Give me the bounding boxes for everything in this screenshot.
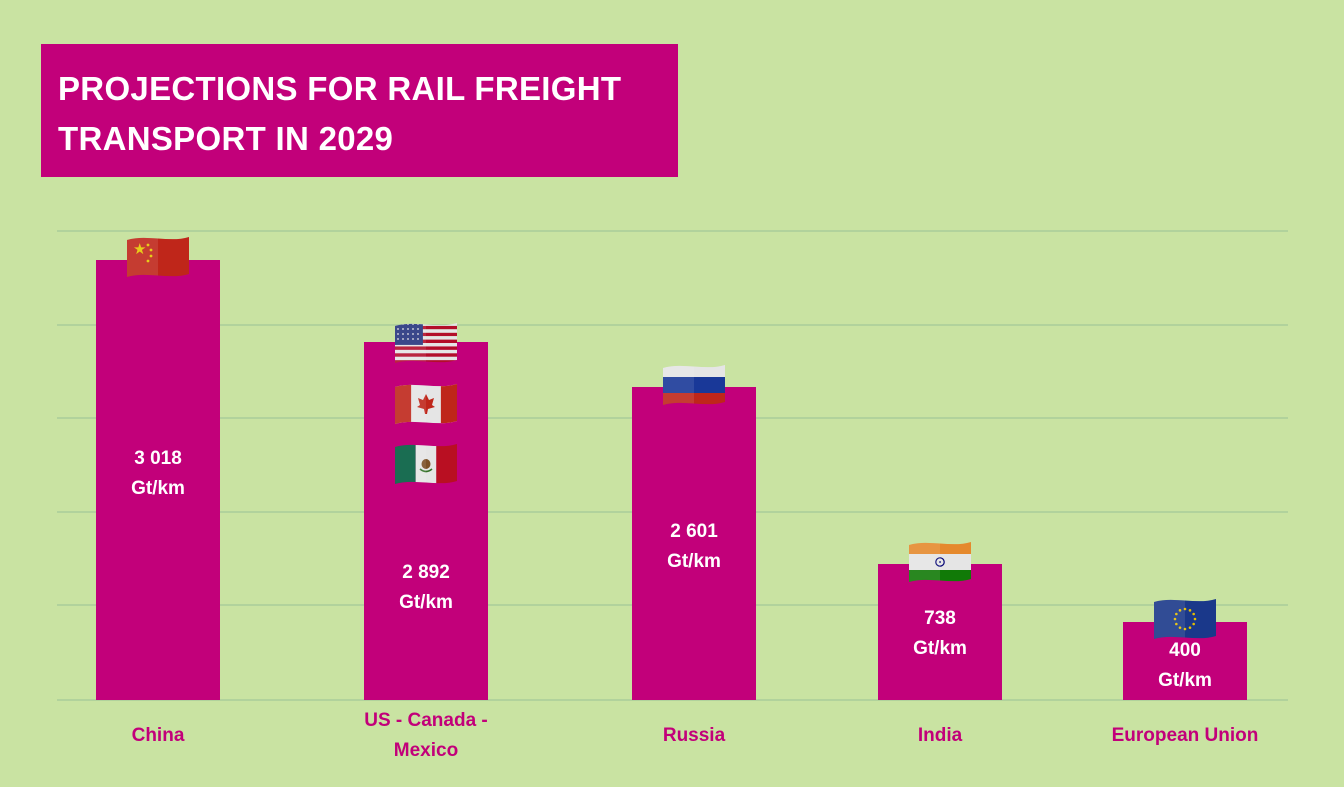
x-tick-label: India [918,725,963,746]
mexico-flag-icon [395,444,457,484]
russia-flag-icon [663,365,725,405]
x-tick-label: European Union [1112,725,1259,746]
chart-title-line-1: PROJECTIONS FOR RAIL FREIGHT [58,70,622,107]
data-label-value: 3 018 [134,448,182,469]
data-label-unit: Gt/km [399,592,453,613]
x-tick-label: Russia [663,725,726,746]
chart-title-line-2: TRANSPORT IN 2029 [58,120,394,157]
data-label-unit: Gt/km [667,551,721,572]
title-box: PROJECTIONS FOR RAIL FREIGHT TRANSPORT I… [41,44,678,177]
x-tick-label: Mexico [394,740,458,761]
usa-flag-icon [395,323,457,363]
svg-text:★: ★ [133,240,146,258]
china-flag-icon: ★ [127,237,189,277]
data-label-value: 2 601 [670,521,718,542]
bar-china [96,260,220,700]
data-label-value: 2 892 [402,562,450,583]
data-label-value: 738 [924,608,956,629]
x-tick-label: US - Canada - [364,710,488,731]
data-label-unit: Gt/km [131,478,185,499]
canada-flag-icon [395,384,457,424]
bar-russia [632,387,756,700]
data-label-value: 400 [1169,640,1201,661]
bar-india [878,564,1002,700]
india-flag-icon [909,542,971,582]
data-label-unit: Gt/km [913,638,967,659]
data-label-unit: Gt/km [1158,670,1212,691]
eu-flag-icon [1154,599,1216,639]
x-tick-label: China [132,725,185,746]
